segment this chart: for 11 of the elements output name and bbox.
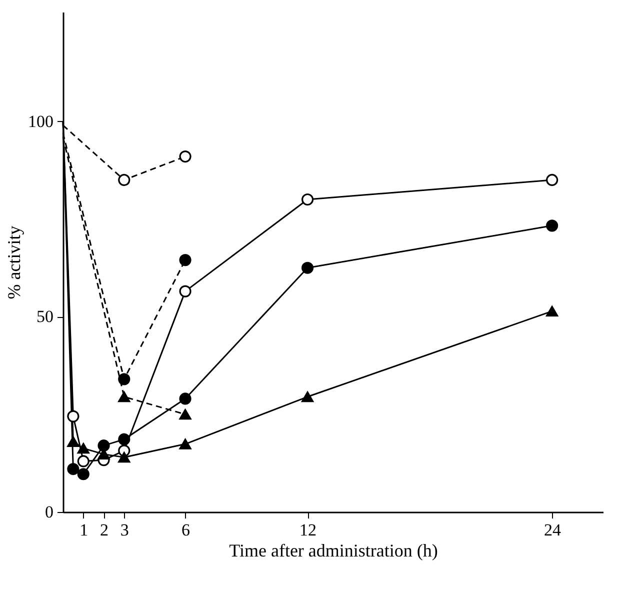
x-tick-label: 6 (182, 520, 190, 540)
y-tick-label: 50 (36, 307, 54, 326)
x-tick-label: 3 (120, 520, 129, 540)
y-tick-label: 0 (45, 502, 54, 522)
x-tick-label: 12 (300, 520, 317, 540)
y-axis-title: % activity (4, 226, 24, 300)
x-axis-title: Time after administration (h) (229, 540, 438, 560)
x-tick-label: 24 (544, 520, 562, 540)
x-tick-label: 1 (80, 520, 88, 540)
y-tick-label: 100 (28, 112, 54, 131)
x-tick-label: 2 (100, 520, 109, 540)
